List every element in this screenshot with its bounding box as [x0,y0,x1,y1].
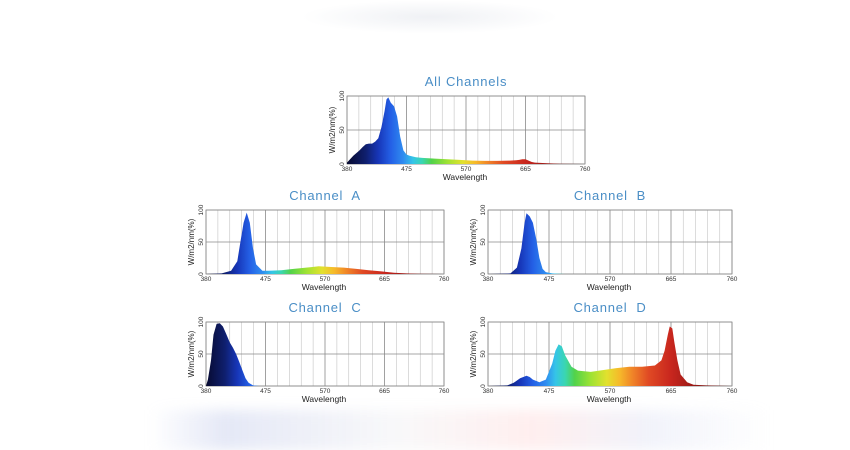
channel-c-x-tick-label: 380 [201,388,212,395]
channel-b-y-tick-label: 50 [480,238,487,246]
channel-a-y-tick-label: 0 [198,272,205,276]
channel-c-y-tick-label: 50 [198,350,205,358]
channel-b-x-tick-label: 665 [666,276,677,283]
channel-a-y-tick-label: 100 [198,204,205,215]
all-channels-x-tick-label: 760 [580,166,591,173]
channel-d-x-tick-label: 570 [605,388,616,395]
bottom-glow-decoration [150,410,770,450]
channel-b-x-axis-label: Wavelength [587,282,632,292]
channel-d-title: Channel D [573,300,646,315]
all-channels-x-tick-label: 475 [401,166,412,173]
channel-d-y-tick-label: 50 [480,350,487,358]
channel-d-y-tick-label: 100 [480,316,487,327]
all-channels-chart: All Channels 380 475 570 665 760 0 50 100 Wavelen… [328,74,591,182]
channel-c-y-tick-label: 100 [198,316,205,327]
all-channels-y-axis-label: W/m2/nm(%) [328,106,337,153]
channel-d-x-tick-label: 475 [544,388,555,395]
channel-b-spectrum-area [488,213,732,274]
channel-a-chart: Channel A 380 475 570 665 760 0 50 100 Wavelength… [187,188,450,292]
channel-a-x-tick-label: 475 [260,276,271,283]
channel-a-y-tick-label: 50 [198,238,205,246]
channel-a-y-axis-label: W/m2/nm(%) [187,218,196,265]
channel-c-plot-frame [205,321,445,387]
channel-c-chart: Channel C 380 475 570 665 760 0 50 100 Wavelength… [187,300,450,404]
channel-a-x-tick-label: 665 [379,276,390,283]
all-channels-x-tick-label: 380 [342,166,353,173]
all-channels-x-tick-label: 570 [461,166,472,173]
channel-b-x-tick-label: 760 [727,276,738,283]
channel-d-x-axis-label: Wavelength [587,394,632,404]
channel-d-chart: Channel D 380 475 570 665 760 0 50 100 Wavelength… [469,300,738,404]
channel-c-y-axis-label: W/m2/nm(%) [187,330,196,377]
channel-c-x-tick-label: 570 [320,388,331,395]
channel-b-chart: Channel B 380 475 570 665 760 0 50 100 Wavelength… [469,188,738,292]
channel-b-y-tick-label: 0 [480,272,487,276]
channel-c-x-tick-label: 475 [260,388,271,395]
all-channels-y-tick-label: 0 [339,162,346,166]
channel-c-x-tick-label: 665 [379,388,390,395]
top-glow-decoration [300,0,560,34]
channel-c-spectrum-area [206,323,444,386]
all-channels-x-tick-label: 665 [520,166,531,173]
channel-d-y-tick-label: 0 [480,384,487,388]
channel-d-x-tick-label: 380 [483,388,494,395]
channel-d-x-tick-label: 760 [727,388,738,395]
channel-b-x-tick-label: 570 [605,276,616,283]
channel-a-x-tick-label: 760 [439,276,450,283]
channel-b-y-tick-label: 100 [480,204,487,215]
channel-d-y-axis-label: W/m2/nm(%) [469,330,478,377]
all-channels-x-axis-label: Wavelength [443,172,488,182]
channel-d-spectrum-area [488,326,732,386]
channel-a-x-tick-label: 570 [320,276,331,283]
channel-c-x-axis-label: Wavelength [302,394,347,404]
channel-b-x-tick-label: 475 [544,276,555,283]
channel-d-x-tick-label: 665 [666,388,677,395]
all-channels-title: All Channels [425,74,508,89]
all-channels-spectrum-area [347,97,585,164]
channel-b-y-axis-label: W/m2/nm(%) [469,218,478,265]
channel-c-title: Channel C [288,300,361,315]
channel-b-plot-frame [487,209,733,275]
channel-a-x-axis-label: Wavelength [302,282,347,292]
channel-b-x-tick-label: 380 [483,276,494,283]
channel-c-x-tick-label: 760 [439,388,450,395]
all-channels-y-tick-label: 100 [339,90,346,101]
channel-b-title: Channel B [574,188,646,203]
channel-a-x-tick-label: 380 [201,276,212,283]
channel-c-y-tick-label: 0 [198,384,205,388]
all-channels-y-tick-label: 50 [339,126,346,134]
channel-a-title: Channel A [289,188,361,203]
